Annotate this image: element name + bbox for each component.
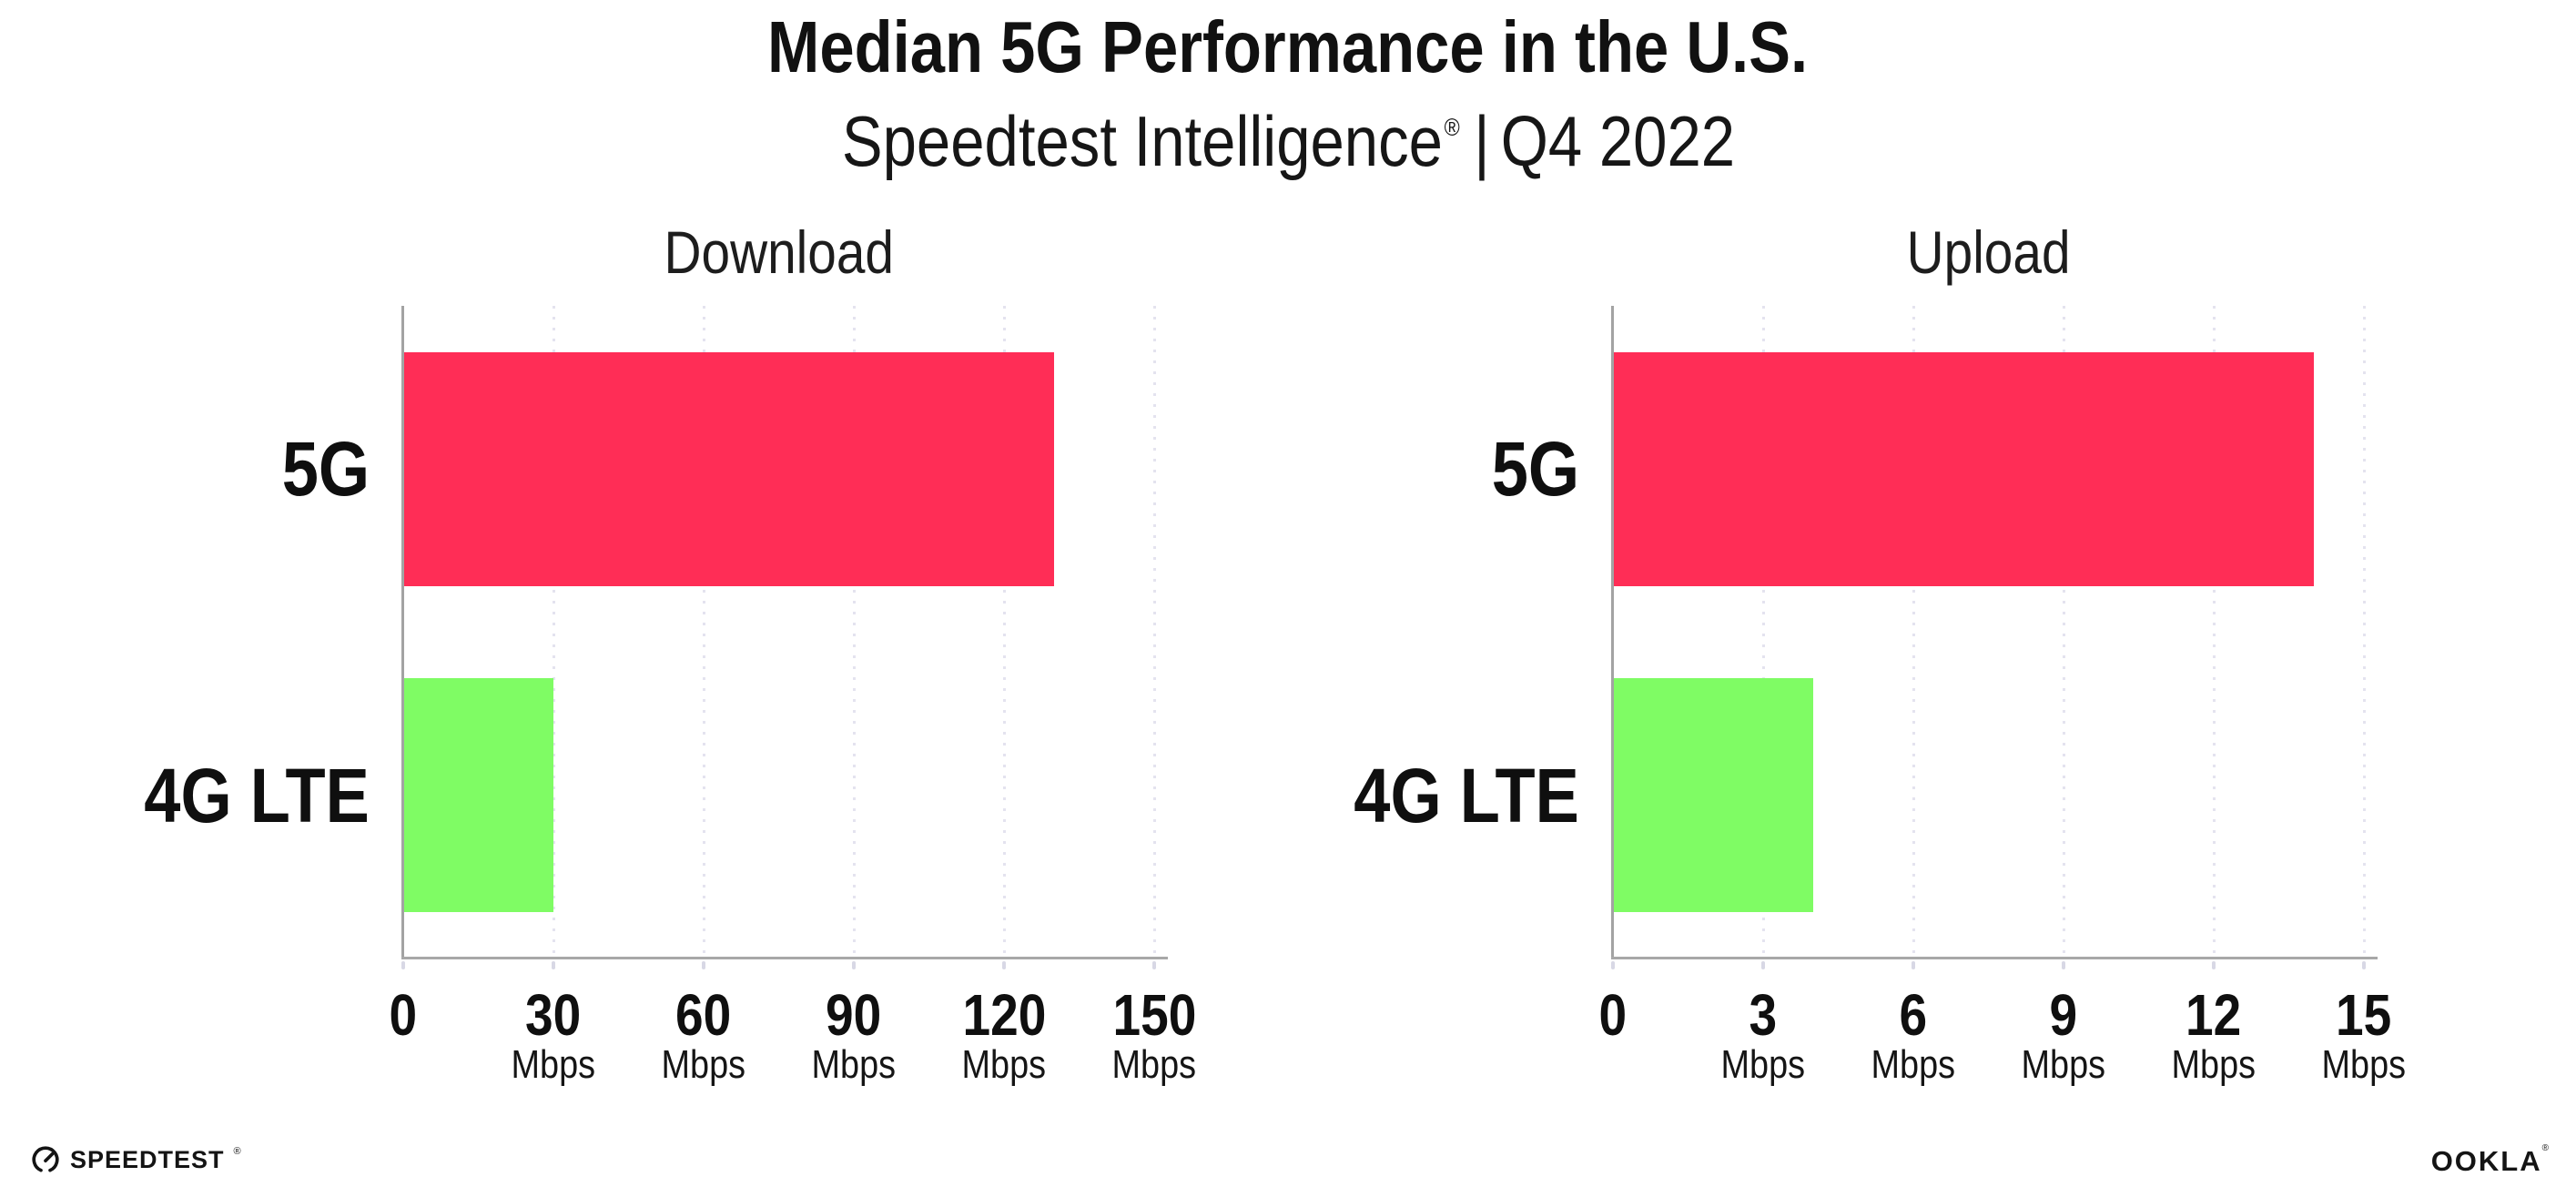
category-label-5g: 5G (281, 426, 370, 512)
gridline-12 (2212, 306, 2216, 959)
chart-title-download: Download (664, 218, 894, 286)
tick-mark-0 (401, 961, 405, 969)
page-title-text: Median 5G Performance in the U.S. (767, 6, 1809, 87)
gridline-90 (852, 306, 856, 959)
subtitle-period: Q4 2022 (1500, 101, 1735, 181)
tick-unit-label-9: Mbps (2021, 1042, 2106, 1087)
ookla-logo: OOKLA ® (2431, 1140, 2549, 1185)
tick-unit-label-60: Mbps (661, 1042, 746, 1087)
bar-4g-lte (1613, 678, 1813, 913)
page-title: Median 5G Performance in the U.S. (0, 7, 2576, 87)
tick-mark-15 (2362, 961, 2366, 969)
tick-mark-3 (1761, 961, 1765, 969)
tick-mark-120 (1002, 961, 1006, 969)
registered-mark-icon: ® (1444, 114, 1460, 141)
tick-label-3: 3 (1749, 982, 1778, 1048)
tick-unit-label-120: Mbps (961, 1042, 1047, 1087)
ookla-registered-icon: ® (2541, 1143, 2549, 1153)
speedtest-logo: SPEEDTEST ® (30, 1140, 241, 1180)
tick-unit-label-15: Mbps (2321, 1042, 2407, 1087)
tick-unit-label-30: Mbps (511, 1042, 596, 1087)
tick-unit-label-3: Mbps (1720, 1042, 1806, 1087)
download-plot-area: 0 30 Mbps 60 Mbps 90 Mbps 120 Mbps 150 Mbps 5G 4G LT… (144, 306, 1196, 1085)
tick-unit-label-12: Mbps (2171, 1042, 2257, 1087)
tick-mark-150 (1152, 961, 1156, 969)
chart-title-upload: Upload (1906, 218, 2071, 286)
bar-5g (403, 351, 1054, 586)
tick-mark-6 (1912, 961, 1915, 969)
gridline-3 (1761, 306, 1765, 959)
category-label-4g-lte: 4G LTE (144, 752, 370, 838)
tick-mark-90 (852, 961, 856, 969)
tick-label-0: 0 (1598, 982, 1628, 1048)
y-axis-line (401, 306, 404, 959)
gridline-15 (2362, 306, 2366, 959)
tick-unit-label-6: Mbps (1871, 1042, 1956, 1087)
x-axis-line (1611, 957, 2378, 959)
tick-mark-9 (2062, 961, 2065, 969)
tick-label-30: 30 (525, 982, 582, 1048)
upload-plot-area: 0 3 Mbps 6 Mbps 9 Mbps 12 Mbps 15 Mbps 5G 4G LTE (1354, 306, 2406, 1085)
subtitle-brand: Speedtest Intelligence (841, 101, 1443, 181)
tick-unit-label-150: Mbps (1111, 1042, 1197, 1087)
tick-label-0: 0 (389, 982, 418, 1048)
tick-label-6: 6 (1899, 982, 1928, 1048)
tick-mark-60 (702, 961, 705, 969)
subtitle-separator: | (1473, 101, 1490, 181)
tick-label-120: 120 (962, 982, 1046, 1048)
category-label-4g-lte: 4G LTE (1354, 752, 1579, 838)
tick-mark-12 (2212, 961, 2216, 969)
speedtest-wordmark: SPEEDTEST (70, 1145, 225, 1173)
tick-mark-0 (1611, 961, 1615, 969)
tick-label-12: 12 (2186, 982, 2242, 1048)
bar-5g (1613, 351, 2314, 586)
x-axis-line (401, 957, 1168, 959)
speedtest-gauge-icon (32, 1146, 59, 1172)
page-subtitle: Speedtest Intelligence® | Q4 2022 (0, 93, 2576, 181)
tick-mark-30 (552, 961, 555, 969)
gridline-6 (1912, 306, 1915, 959)
gridline-120 (1002, 306, 1006, 959)
speedtest-registered-icon: ® (233, 1146, 241, 1157)
tick-label-150: 150 (1112, 982, 1196, 1048)
tick-label-90: 90 (826, 982, 882, 1048)
gridline-30 (552, 306, 555, 959)
tick-label-9: 9 (2049, 982, 2078, 1048)
ookla-wordmark: OOKLA (2430, 1145, 2542, 1177)
gridline-9 (2062, 306, 2065, 959)
category-label-5g: 5G (1491, 426, 1579, 512)
tick-unit-label-90: Mbps (811, 1042, 897, 1087)
tick-label-15: 15 (2336, 982, 2392, 1048)
y-axis-line (1611, 306, 1614, 959)
gridline-150 (1152, 306, 1156, 959)
gridline-60 (702, 306, 705, 959)
tick-label-60: 60 (675, 982, 732, 1048)
bar-4g-lte (403, 678, 553, 913)
